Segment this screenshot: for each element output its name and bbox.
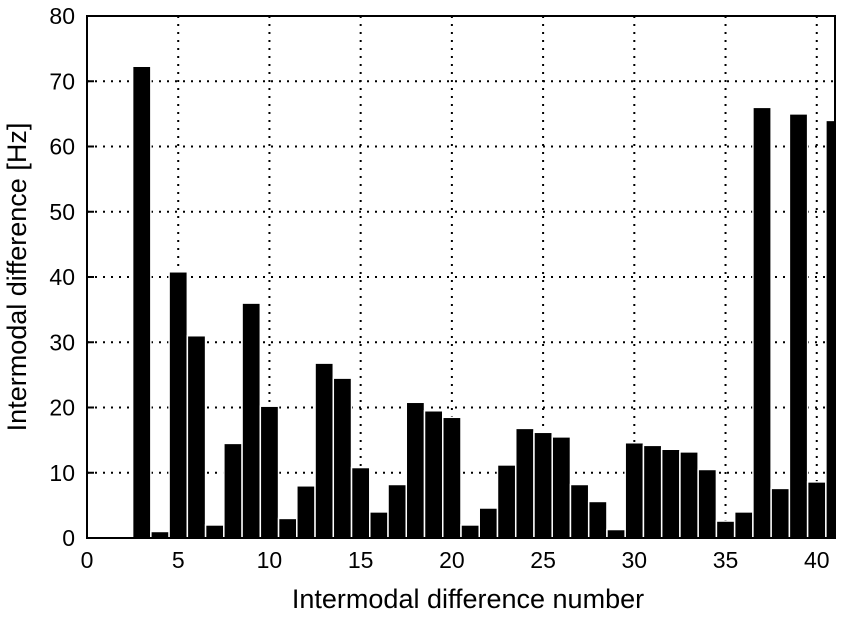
- bar: [460, 524, 480, 538]
- bar: [642, 444, 663, 538]
- bar: [660, 448, 681, 538]
- bar: [697, 468, 718, 538]
- bar: [569, 483, 590, 538]
- x-tick-label: 40: [804, 547, 830, 573]
- x-tick-label: 5: [172, 547, 185, 573]
- bar: [752, 106, 772, 538]
- bar: [624, 441, 645, 538]
- bar: [733, 511, 754, 538]
- bar: [825, 119, 835, 538]
- bar: [296, 485, 316, 538]
- x-tick-label: 35: [713, 547, 739, 573]
- y-axis-label: Intermodal difference [Hz]: [2, 123, 32, 432]
- bar: [606, 528, 626, 538]
- x-tick-labels: 0 5 10 15 20 25 30 35 40: [81, 547, 830, 573]
- bars: [131, 65, 835, 538]
- bar: [332, 377, 353, 538]
- y-tick-label: 30: [49, 329, 75, 355]
- bar: [514, 427, 535, 538]
- bar: [587, 500, 608, 538]
- bar: [186, 334, 207, 538]
- bar: [770, 487, 791, 538]
- bar: [478, 507, 499, 538]
- bar: [423, 410, 444, 538]
- bar: [405, 401, 426, 538]
- bar: [314, 362, 335, 538]
- y-tick-label: 40: [49, 264, 75, 290]
- y-tick-label: 70: [49, 68, 75, 94]
- bar: [204, 524, 225, 538]
- x-tick-label: 25: [530, 547, 556, 573]
- bar: [387, 483, 408, 538]
- bar: [551, 436, 572, 538]
- bar: [259, 405, 280, 538]
- bar: [168, 271, 189, 538]
- x-tick-label: 30: [622, 547, 648, 573]
- x-tick-label: 20: [439, 547, 465, 573]
- plot-frame: [86, 15, 836, 539]
- y-tick-label: 0: [62, 525, 75, 551]
- y-tick-label: 80: [49, 3, 75, 29]
- bar: [715, 520, 736, 538]
- x-tick-label: 0: [81, 547, 94, 573]
- x-axis-label: Intermodal difference number: [292, 584, 644, 614]
- y-tick-label: 60: [49, 134, 75, 160]
- bar: [350, 466, 371, 538]
- bar: [496, 464, 517, 538]
- bar: [442, 416, 462, 538]
- x-tick-label: 15: [348, 547, 374, 573]
- bar: [788, 113, 809, 538]
- bar: [241, 302, 262, 538]
- y-tick-label: 50: [49, 199, 75, 225]
- bar: [679, 451, 699, 538]
- y-tick-label: 10: [49, 460, 75, 486]
- bar: [131, 65, 152, 538]
- bar: [806, 481, 827, 538]
- bar: [223, 442, 243, 538]
- y-tick-labels: 0 10 20 30 40 50 60 70 80: [49, 3, 75, 551]
- bar: [277, 517, 298, 538]
- x-tick-label: 10: [257, 547, 283, 573]
- bar: [369, 511, 389, 538]
- y-tick-label: 20: [49, 395, 75, 421]
- bar: [533, 431, 553, 538]
